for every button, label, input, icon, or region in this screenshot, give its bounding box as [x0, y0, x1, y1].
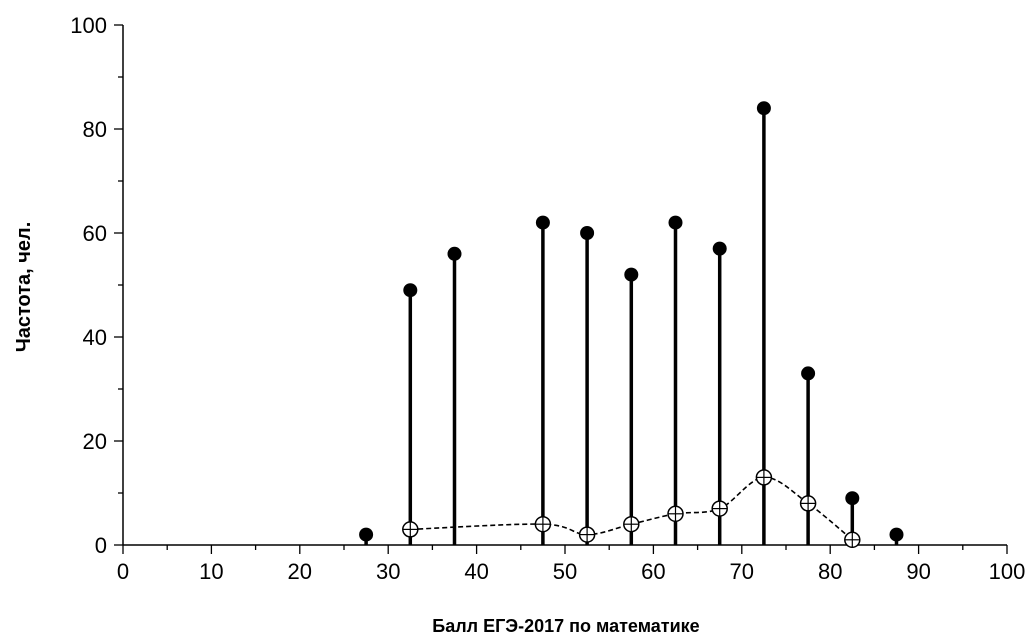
x-tick-label: 20 [288, 559, 312, 584]
stem-point [712, 241, 727, 256]
stem-point [403, 283, 418, 298]
x-tick-label: 0 [117, 559, 129, 584]
x-tick-label: 50 [553, 559, 577, 584]
x-tick-label: 10 [199, 559, 223, 584]
dashed-series-point [402, 521, 419, 538]
y-tick-label: 40 [83, 325, 107, 350]
y-tick-label: 20 [83, 429, 107, 454]
x-tick-label: 80 [818, 559, 842, 584]
dashed-series-point [667, 505, 684, 523]
x-tick-label: 30 [376, 559, 400, 584]
y-axis-title: Частота, чел. [13, 222, 35, 353]
stem-point [447, 246, 462, 261]
stem-point [756, 101, 771, 116]
stem-point [535, 215, 550, 230]
stem-point [359, 527, 374, 542]
x-tick-label: 70 [730, 559, 754, 584]
x-tick-label: 60 [641, 559, 665, 584]
stem-point [668, 215, 683, 230]
dashed-series [402, 469, 861, 549]
stem-point [624, 267, 639, 282]
y-tick-label: 80 [83, 117, 107, 142]
dashed-series-point [844, 531, 861, 549]
y-tick-label: 60 [83, 221, 107, 246]
axes [114, 24, 1008, 554]
dashed-series-point [755, 469, 773, 486]
x-tick-label: 100 [989, 559, 1026, 584]
dashed-series-point [711, 500, 728, 517]
dashed-series-point [799, 495, 817, 512]
stem-point [889, 527, 904, 542]
dashed-series-point [578, 526, 596, 543]
y-tick-label: 100 [70, 13, 107, 38]
dashed-series-point [623, 515, 640, 533]
x-tick-label: 90 [906, 559, 930, 584]
x-tick-label: 40 [464, 559, 488, 584]
stem-point [580, 226, 595, 240]
tick-labels: 0 10 20 30 40 50 60 70 80 90 100 0 20 40 60 80 100 [70, 13, 1025, 584]
y-tick-label: 0 [95, 533, 107, 558]
stem-series [359, 101, 904, 545]
stem-point [801, 366, 816, 381]
x-axis-title: Балл ЕГЭ-2017 по математике [432, 616, 699, 636]
stem-point [845, 491, 860, 506]
dashed-series-point [534, 515, 552, 533]
